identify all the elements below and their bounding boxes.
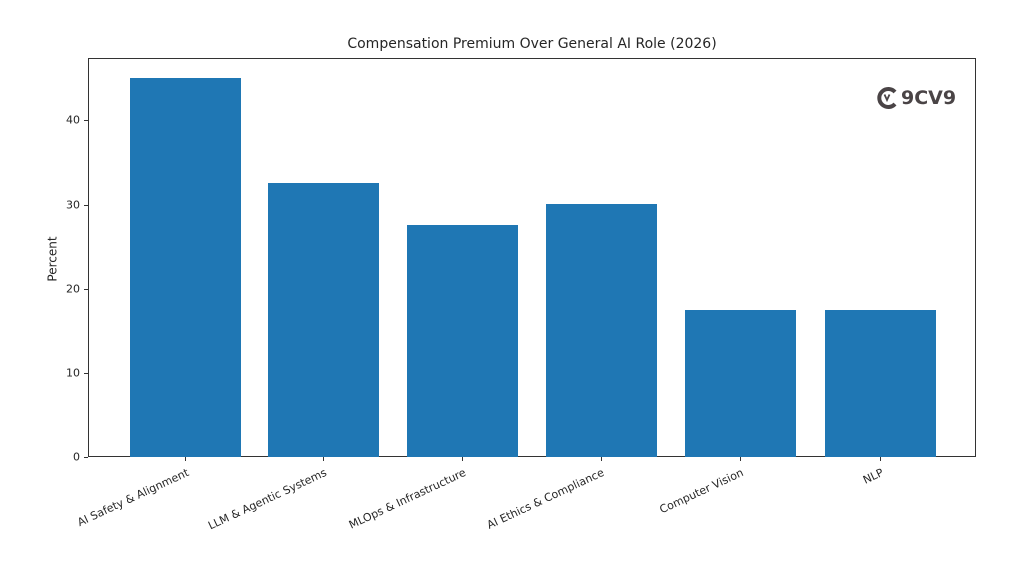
y-tick-mark	[84, 457, 88, 458]
bar-mlops-infrastructure	[407, 225, 518, 457]
y-tick-label: 40	[66, 113, 80, 127]
y-tick-label: 0	[73, 450, 80, 464]
watermark-text: 9CV9	[901, 87, 957, 109]
x-tick-label: AI Ethics & Compliance	[485, 466, 607, 532]
x-tick-label: LLM & Agentic Systems	[205, 466, 329, 533]
bar-nlp	[825, 310, 936, 457]
x-tick-mark	[880, 457, 881, 461]
y-tick-mark	[84, 373, 88, 374]
x-tick-mark	[601, 457, 602, 461]
y-tick-mark	[84, 289, 88, 290]
x-tick-label: Computer Vision	[657, 466, 746, 517]
y-axis-label: Percent	[45, 236, 60, 282]
chart-title: Compensation Premium Over General AI Rol…	[347, 36, 717, 52]
bar-ai-ethics-compliance	[546, 204, 657, 457]
x-tick-mark	[185, 457, 186, 461]
y-tick-label: 10	[66, 366, 80, 380]
bar-llm-agentic-systems	[268, 183, 379, 457]
y-tick-mark	[84, 205, 88, 206]
y-tick-mark	[84, 120, 88, 121]
x-tick-mark	[323, 457, 324, 461]
9cv9-logo-icon	[876, 86, 900, 110]
y-tick-label: 20	[66, 282, 80, 296]
bar-computer-vision	[685, 310, 796, 457]
x-tick-mark	[740, 457, 741, 461]
y-tick-label: 30	[66, 198, 80, 212]
x-tick-label: MLOps & Infrastructure	[346, 466, 468, 532]
x-tick-mark	[462, 457, 463, 461]
watermark-logo: 9CV9	[876, 86, 956, 110]
bar-ai-safety-alignment	[130, 78, 241, 457]
x-tick-label: NLP	[860, 466, 886, 487]
x-tick-label: AI Safety & Alignment	[74, 466, 191, 530]
